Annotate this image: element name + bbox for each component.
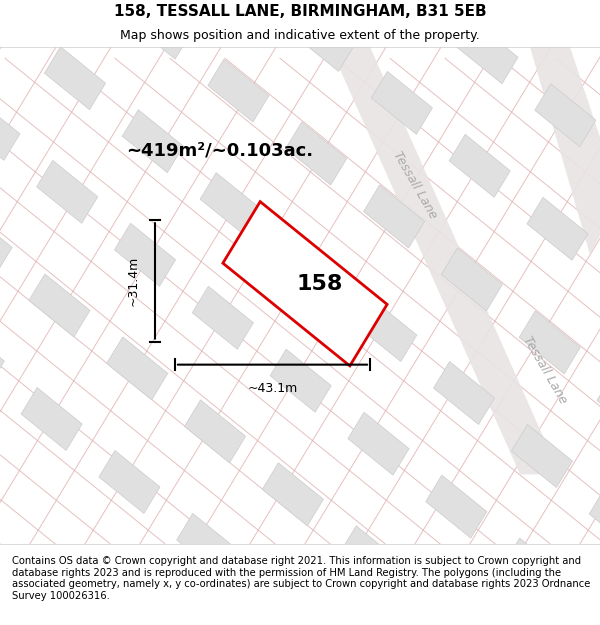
Polygon shape xyxy=(286,122,347,185)
Polygon shape xyxy=(107,337,168,400)
Polygon shape xyxy=(200,173,261,236)
Polygon shape xyxy=(21,388,82,451)
Polygon shape xyxy=(356,299,417,361)
Text: 158, TESSALL LANE, BIRMINGHAM, B31 5EB: 158, TESSALL LANE, BIRMINGHAM, B31 5EB xyxy=(113,4,487,19)
Polygon shape xyxy=(581,601,600,625)
Polygon shape xyxy=(215,0,277,8)
Polygon shape xyxy=(37,161,98,223)
Polygon shape xyxy=(99,451,160,514)
Polygon shape xyxy=(527,198,588,260)
Polygon shape xyxy=(530,47,600,255)
Polygon shape xyxy=(418,589,479,625)
Polygon shape xyxy=(44,47,106,110)
Polygon shape xyxy=(270,349,331,412)
Polygon shape xyxy=(442,248,502,311)
Text: Contains OS data © Crown copyright and database right 2021. This information is : Contains OS data © Crown copyright and d… xyxy=(12,556,590,601)
Polygon shape xyxy=(519,311,580,374)
Text: ~419m²/~0.103ac.: ~419m²/~0.103ac. xyxy=(127,142,314,160)
Polygon shape xyxy=(122,110,184,173)
Polygon shape xyxy=(542,0,600,33)
Polygon shape xyxy=(278,236,339,299)
Polygon shape xyxy=(192,286,253,349)
Polygon shape xyxy=(434,361,494,424)
Polygon shape xyxy=(511,424,572,488)
Text: Tessall Lane: Tessall Lane xyxy=(520,334,569,406)
Polygon shape xyxy=(0,211,12,274)
Text: 158: 158 xyxy=(297,274,343,294)
Polygon shape xyxy=(426,475,487,538)
Polygon shape xyxy=(371,71,433,134)
Polygon shape xyxy=(293,8,355,71)
Polygon shape xyxy=(130,0,191,59)
Polygon shape xyxy=(29,274,90,337)
Polygon shape xyxy=(223,202,387,366)
Polygon shape xyxy=(0,0,28,47)
Polygon shape xyxy=(330,47,560,474)
Text: Map shows position and indicative extent of the property.: Map shows position and indicative extent… xyxy=(120,29,480,42)
Polygon shape xyxy=(535,84,596,147)
Polygon shape xyxy=(262,463,323,526)
Text: ~43.1m: ~43.1m xyxy=(247,382,298,395)
Polygon shape xyxy=(208,59,269,122)
Polygon shape xyxy=(254,576,316,625)
Polygon shape xyxy=(379,0,440,21)
Polygon shape xyxy=(0,98,20,161)
Polygon shape xyxy=(449,134,510,198)
Polygon shape xyxy=(457,21,518,84)
Polygon shape xyxy=(503,538,565,601)
Polygon shape xyxy=(364,185,425,248)
Text: ~31.4m: ~31.4m xyxy=(127,256,140,306)
Polygon shape xyxy=(597,374,600,437)
Polygon shape xyxy=(184,400,245,462)
Polygon shape xyxy=(0,324,4,388)
Text: Tessall Lane: Tessall Lane xyxy=(391,149,440,222)
Polygon shape xyxy=(176,514,238,576)
Polygon shape xyxy=(348,412,409,475)
Polygon shape xyxy=(340,526,401,589)
Polygon shape xyxy=(589,488,600,551)
Polygon shape xyxy=(115,223,176,286)
